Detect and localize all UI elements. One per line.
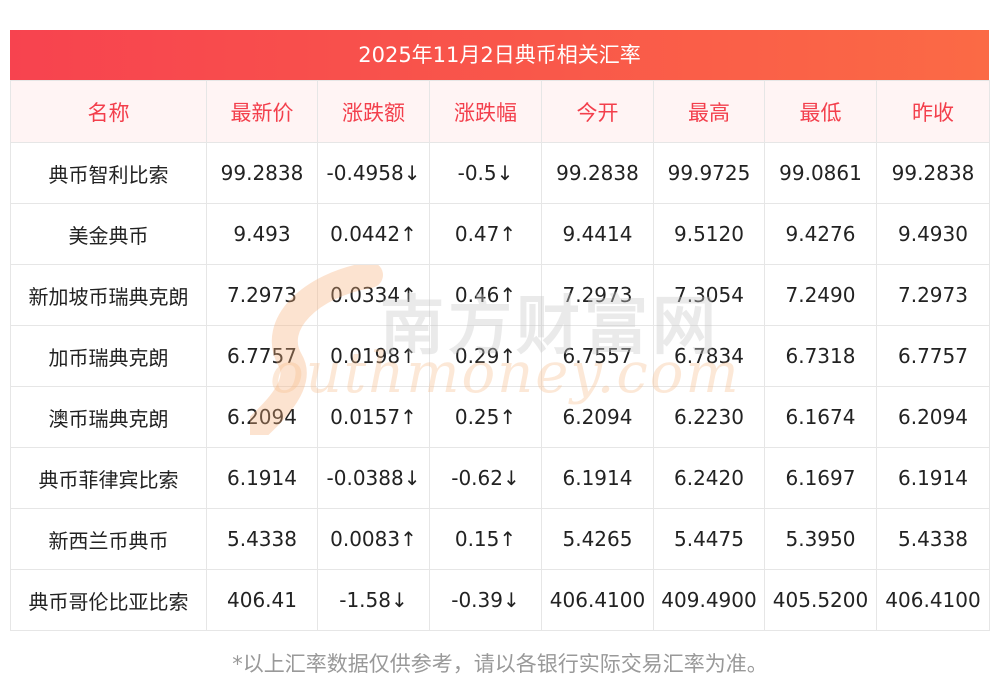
cell-change-pct: 0.15↑ xyxy=(429,508,542,570)
cell-change-pct: 0.46↑ xyxy=(429,264,542,326)
column-header-change-pct: 涨跌幅 xyxy=(429,80,542,143)
cell-low: 99.0861 xyxy=(764,142,877,204)
cell-open: 99.2838 xyxy=(541,142,654,204)
column-header-low: 最低 xyxy=(764,80,877,143)
cell-prev-close: 9.4930 xyxy=(876,203,990,265)
cell-change-pct: -0.5↓ xyxy=(429,142,542,204)
cell-name: 美金典币 xyxy=(10,203,207,265)
cell-name: 典币哥伦比亚比索 xyxy=(10,569,207,631)
cell-high: 9.5120 xyxy=(653,203,765,265)
exchange-rate-table: 名称 最新价 涨跌额 涨跌幅 今开 最高 最低 昨收 典币智利比索 99.283… xyxy=(10,80,990,631)
cell-change-pct: -0.39↓ xyxy=(429,569,542,631)
cell-change: -1.58↓ xyxy=(317,569,430,631)
cell-low: 9.4276 xyxy=(764,203,877,265)
table-row: 典币智利比索 99.2838 -0.4958↓ -0.5↓ 99.2838 99… xyxy=(10,142,990,204)
column-header-name: 名称 xyxy=(10,80,207,143)
cell-prev-close: 406.4100 xyxy=(876,569,990,631)
cell-prev-close: 6.1914 xyxy=(876,447,990,509)
cell-low: 6.1697 xyxy=(764,447,877,509)
column-header-high: 最高 xyxy=(653,80,765,143)
cell-change-pct: -0.62↓ xyxy=(429,447,542,509)
cell-change-pct: 0.25↑ xyxy=(429,386,542,448)
cell-latest: 6.1914 xyxy=(206,447,318,509)
cell-open: 6.1914 xyxy=(541,447,654,509)
cell-open: 6.7557 xyxy=(541,325,654,387)
column-header-change: 涨跌额 xyxy=(317,80,430,143)
cell-latest: 5.4338 xyxy=(206,508,318,570)
cell-change: 0.0083↑ xyxy=(317,508,430,570)
cell-open: 7.2973 xyxy=(541,264,654,326)
cell-latest: 406.41 xyxy=(206,569,318,631)
cell-prev-close: 6.7757 xyxy=(876,325,990,387)
cell-change: -0.0388↓ xyxy=(317,447,430,509)
cell-name: 新加坡币瑞典克朗 xyxy=(10,264,207,326)
cell-open: 6.2094 xyxy=(541,386,654,448)
cell-low: 6.1674 xyxy=(764,386,877,448)
cell-name: 典币智利比索 xyxy=(10,142,207,204)
cell-change-pct: 0.29↑ xyxy=(429,325,542,387)
column-header-latest: 最新价 xyxy=(206,80,318,143)
cell-prev-close: 7.2973 xyxy=(876,264,990,326)
cell-prev-close: 99.2838 xyxy=(876,142,990,204)
page-title: 2025年11月2日典币相关汇率 xyxy=(10,30,989,80)
cell-change: 0.0198↑ xyxy=(317,325,430,387)
cell-high: 6.7834 xyxy=(653,325,765,387)
disclaimer-footnote: *以上汇率数据仅供参考，请以各银行实际交易汇率为准。 xyxy=(232,652,768,676)
cell-low: 405.5200 xyxy=(764,569,877,631)
cell-low: 5.3950 xyxy=(764,508,877,570)
cell-high: 6.2420 xyxy=(653,447,765,509)
cell-prev-close: 6.2094 xyxy=(876,386,990,448)
table-row: 典币哥伦比亚比索 406.41 -1.58↓ -0.39↓ 406.4100 4… xyxy=(10,569,990,631)
cell-low: 7.2490 xyxy=(764,264,877,326)
cell-open: 406.4100 xyxy=(541,569,654,631)
column-header-open: 今开 xyxy=(541,80,654,143)
cell-name: 典币菲律宾比索 xyxy=(10,447,207,509)
table-header-row: 名称 最新价 涨跌额 涨跌幅 今开 最高 最低 昨收 xyxy=(10,80,990,143)
cell-latest: 9.493 xyxy=(206,203,318,265)
cell-latest: 6.7757 xyxy=(206,325,318,387)
column-header-prev-close: 昨收 xyxy=(876,80,990,143)
cell-name: 澳币瑞典克朗 xyxy=(10,386,207,448)
table-row: 新西兰币典币 5.4338 0.0083↑ 0.15↑ 5.4265 5.447… xyxy=(10,508,990,570)
cell-open: 9.4414 xyxy=(541,203,654,265)
cell-high: 5.4475 xyxy=(653,508,765,570)
table-row: 典币菲律宾比索 6.1914 -0.0388↓ -0.62↓ 6.1914 6.… xyxy=(10,447,990,509)
table-row: 新加坡币瑞典克朗 7.2973 0.0334↑ 0.46↑ 7.2973 7.3… xyxy=(10,264,990,326)
cell-high: 99.9725 xyxy=(653,142,765,204)
table-row: 美金典币 9.493 0.0442↑ 0.47↑ 9.4414 9.5120 9… xyxy=(10,203,990,265)
table-row: 澳币瑞典克朗 6.2094 0.0157↑ 0.25↑ 6.2094 6.223… xyxy=(10,386,990,448)
cell-high: 7.3054 xyxy=(653,264,765,326)
cell-high: 409.4900 xyxy=(653,569,765,631)
cell-latest: 99.2838 xyxy=(206,142,318,204)
cell-change: 0.0157↑ xyxy=(317,386,430,448)
cell-open: 5.4265 xyxy=(541,508,654,570)
cell-name: 新西兰币典币 xyxy=(10,508,207,570)
cell-change: 0.0442↑ xyxy=(317,203,430,265)
cell-latest: 7.2973 xyxy=(206,264,318,326)
cell-prev-close: 5.4338 xyxy=(876,508,990,570)
cell-high: 6.2230 xyxy=(653,386,765,448)
table-row: 加币瑞典克朗 6.7757 0.0198↑ 0.29↑ 6.7557 6.783… xyxy=(10,325,990,387)
cell-latest: 6.2094 xyxy=(206,386,318,448)
cell-low: 6.7318 xyxy=(764,325,877,387)
cell-name: 加币瑞典克朗 xyxy=(10,325,207,387)
cell-change: -0.4958↓ xyxy=(317,142,430,204)
cell-change: 0.0334↑ xyxy=(317,264,430,326)
cell-change-pct: 0.47↑ xyxy=(429,203,542,265)
